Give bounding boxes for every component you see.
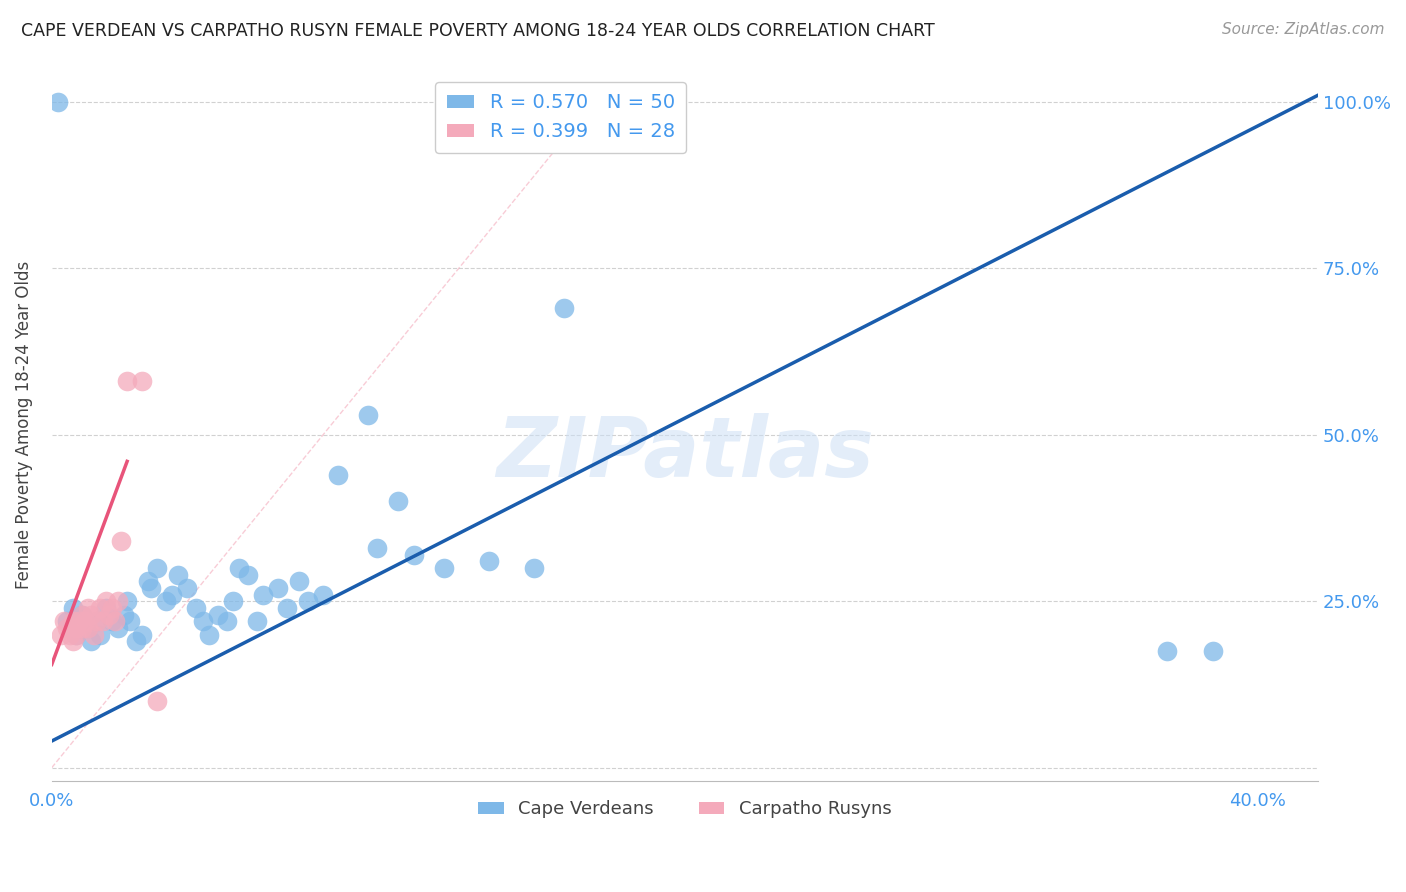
Point bbox=[115, 375, 138, 389]
Point bbox=[167, 567, 190, 582]
Point bbox=[366, 541, 388, 555]
Point bbox=[62, 634, 84, 648]
Point bbox=[246, 614, 269, 628]
Point bbox=[62, 614, 84, 628]
Point bbox=[236, 567, 259, 582]
Point bbox=[478, 554, 501, 568]
Point bbox=[65, 621, 87, 635]
Point bbox=[77, 621, 100, 635]
Point bbox=[131, 375, 153, 389]
Point bbox=[94, 600, 117, 615]
Text: CAPE VERDEAN VS CARPATHO RUSYN FEMALE POVERTY AMONG 18-24 YEAR OLDS CORRELATION : CAPE VERDEAN VS CARPATHO RUSYN FEMALE PO… bbox=[21, 22, 935, 40]
Point bbox=[56, 621, 79, 635]
Point bbox=[228, 561, 250, 575]
Point bbox=[107, 594, 129, 608]
Point bbox=[86, 614, 108, 628]
Point bbox=[402, 548, 425, 562]
Point bbox=[146, 561, 169, 575]
Point bbox=[267, 581, 290, 595]
Point bbox=[83, 627, 105, 641]
Point bbox=[136, 574, 159, 589]
Point bbox=[89, 600, 111, 615]
Point bbox=[65, 627, 87, 641]
Point bbox=[276, 600, 298, 615]
Point bbox=[131, 627, 153, 641]
Point bbox=[252, 588, 274, 602]
Point bbox=[191, 614, 214, 628]
Point bbox=[115, 594, 138, 608]
Point bbox=[523, 561, 546, 575]
Point bbox=[91, 614, 114, 628]
Point bbox=[67, 614, 90, 628]
Point bbox=[70, 607, 93, 622]
Point bbox=[207, 607, 229, 622]
Point bbox=[141, 581, 163, 595]
Point bbox=[1156, 644, 1178, 658]
Legend: Cape Verdeans, Carpatho Rusyns: Cape Verdeans, Carpatho Rusyns bbox=[471, 793, 898, 825]
Point bbox=[52, 614, 75, 628]
Point bbox=[215, 614, 238, 628]
Point bbox=[162, 588, 184, 602]
Point bbox=[553, 301, 575, 316]
Point bbox=[146, 694, 169, 708]
Point bbox=[70, 621, 93, 635]
Point bbox=[1201, 644, 1223, 658]
Point bbox=[288, 574, 311, 589]
Point bbox=[107, 621, 129, 635]
Point bbox=[80, 634, 103, 648]
Point bbox=[112, 607, 135, 622]
Point bbox=[221, 594, 243, 608]
Point bbox=[77, 621, 100, 635]
Point bbox=[104, 614, 127, 628]
Point bbox=[98, 607, 121, 622]
Point bbox=[101, 600, 124, 615]
Point bbox=[59, 627, 82, 641]
Point bbox=[89, 627, 111, 641]
Point bbox=[433, 561, 456, 575]
Point bbox=[80, 607, 103, 622]
Point bbox=[56, 614, 79, 628]
Point bbox=[176, 581, 198, 595]
Point bbox=[77, 600, 100, 615]
Point bbox=[70, 607, 93, 622]
Text: ZIPatlas: ZIPatlas bbox=[496, 413, 875, 494]
Point bbox=[120, 614, 142, 628]
Point bbox=[186, 600, 208, 615]
Point bbox=[49, 627, 72, 641]
Point bbox=[110, 534, 132, 549]
Point bbox=[312, 588, 335, 602]
Point bbox=[155, 594, 177, 608]
Point bbox=[86, 614, 108, 628]
Y-axis label: Female Poverty Among 18-24 Year Olds: Female Poverty Among 18-24 Year Olds bbox=[15, 260, 32, 589]
Point bbox=[125, 634, 148, 648]
Point bbox=[73, 614, 96, 628]
Point bbox=[357, 408, 380, 422]
Point bbox=[46, 95, 69, 109]
Point bbox=[101, 614, 124, 628]
Point bbox=[197, 627, 219, 641]
Point bbox=[94, 594, 117, 608]
Text: Source: ZipAtlas.com: Source: ZipAtlas.com bbox=[1222, 22, 1385, 37]
Point bbox=[62, 600, 84, 615]
Point bbox=[65, 627, 87, 641]
Point bbox=[297, 594, 319, 608]
Point bbox=[328, 467, 350, 482]
Point bbox=[387, 494, 409, 508]
